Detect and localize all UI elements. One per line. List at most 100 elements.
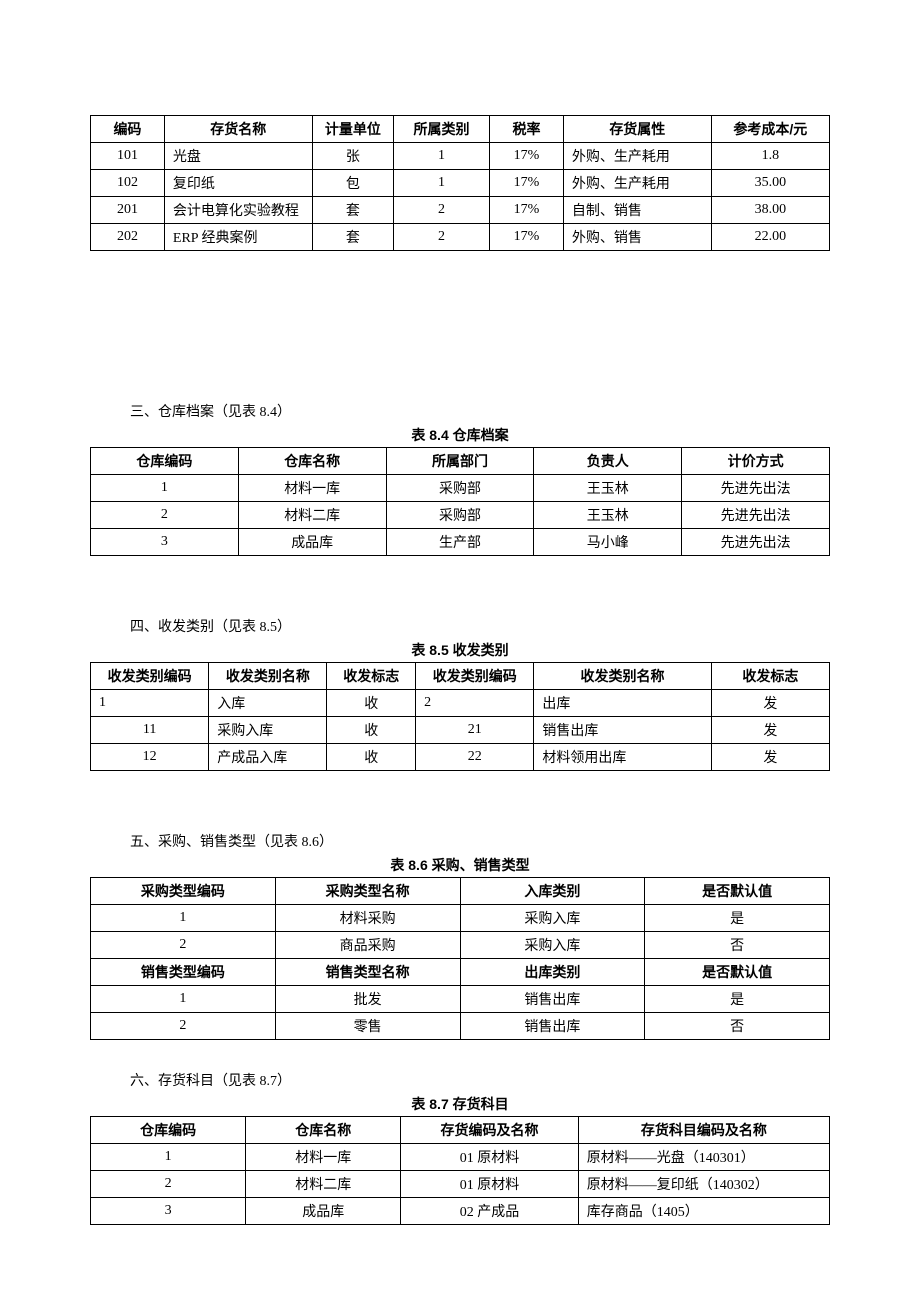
table-cell: 张 <box>312 143 393 170</box>
table-cell: 马小峰 <box>534 529 682 556</box>
table-cell: 17% <box>490 224 564 251</box>
table-cell: 101 <box>91 143 165 170</box>
table-header-row: 编码存货名称计量单位所属类别税率存货属性参考成本/元 <box>91 116 830 143</box>
table-cell: 零售 <box>275 1013 460 1040</box>
table-cell: 采购部 <box>386 502 534 529</box>
section-heading-5: 五、采购、销售类型（见表 8.6） <box>130 831 830 851</box>
table-header-cell: 销售类型编码 <box>91 959 276 986</box>
table-cell: 销售出库 <box>460 1013 645 1040</box>
table-row: 2商品采购采购入库否 <box>91 932 830 959</box>
table-cell: 材料一库 <box>238 475 386 502</box>
table-row: 1材料一库采购部王玉林先进先出法 <box>91 475 830 502</box>
warehouse-table: 仓库编码仓库名称所属部门负责人计价方式 1材料一库采购部王玉林先进先出法2材料二… <box>90 447 830 556</box>
table-cell: 35.00 <box>711 170 829 197</box>
table-cell: 套 <box>312 197 393 224</box>
table-caption-8-7: 表 8.7 存货科目 <box>90 1094 830 1114</box>
table-cell: 2 <box>91 502 239 529</box>
table-cell: 发 <box>711 744 829 771</box>
table-cell: 材料二库 <box>246 1171 401 1198</box>
table-header-cell: 负责人 <box>534 448 682 475</box>
table-cell: 2 <box>393 197 489 224</box>
table-cell: 02 产成品 <box>401 1198 578 1225</box>
table-header-cell: 存货名称 <box>164 116 312 143</box>
table-header-cell: 计价方式 <box>682 448 830 475</box>
table-cell: 光盘 <box>164 143 312 170</box>
table-header-cell: 仓库编码 <box>91 1117 246 1144</box>
table-cell: 22.00 <box>711 224 829 251</box>
table-header-cell: 出库类别 <box>460 959 645 986</box>
table-cell: 2 <box>416 690 534 717</box>
table-header-cell: 仓库编码 <box>91 448 239 475</box>
table-header-cell: 计量单位 <box>312 116 393 143</box>
table-cell: 生产部 <box>386 529 534 556</box>
table-cell: 发 <box>711 690 829 717</box>
table-cell: 2 <box>393 224 489 251</box>
table-row: 201会计电算化实验教程套217%自制、销售38.00 <box>91 197 830 224</box>
table-row: 1批发销售出库是 <box>91 986 830 1013</box>
table-header-cell: 是否默认值 <box>645 878 830 905</box>
table-cell: 复印纸 <box>164 170 312 197</box>
table-row: 3成品库生产部马小峰先进先出法 <box>91 529 830 556</box>
table-cell: 商品采购 <box>275 932 460 959</box>
table-cell: 01 原材料 <box>401 1144 578 1171</box>
table-cell: 先进先出法 <box>682 529 830 556</box>
table-header-cell: 采购类型名称 <box>275 878 460 905</box>
table-cell: 销售出库 <box>460 986 645 1013</box>
table-cell: 采购入库 <box>460 932 645 959</box>
table-cell: 21 <box>416 717 534 744</box>
table-cell: 成品库 <box>238 529 386 556</box>
table-cell: 102 <box>91 170 165 197</box>
table-header-cell: 是否默认值 <box>645 959 830 986</box>
table-cell: 入库 <box>209 690 327 717</box>
table-cell: 202 <box>91 224 165 251</box>
table-cell: 1 <box>91 690 209 717</box>
table-cell: 1 <box>91 905 276 932</box>
table-cell: 是 <box>645 905 830 932</box>
table-cell: 是 <box>645 986 830 1013</box>
table-cell: 批发 <box>275 986 460 1013</box>
table-cell: 2 <box>91 1013 276 1040</box>
table-cell: 3 <box>91 1198 246 1225</box>
table-cell: 产成品入库 <box>209 744 327 771</box>
table-cell: 否 <box>645 932 830 959</box>
table-header-cell: 存货属性 <box>563 116 711 143</box>
table-cell: 收 <box>327 744 416 771</box>
table-header-row: 仓库编码仓库名称存货编码及名称存货科目编码及名称 <box>91 1117 830 1144</box>
table-row: 1材料一库01 原材料原材料——光盘（140301） <box>91 1144 830 1171</box>
table-cell: 采购部 <box>386 475 534 502</box>
table-cell: 出库 <box>534 690 711 717</box>
table-header-cell: 入库类别 <box>460 878 645 905</box>
table-cell: 17% <box>490 197 564 224</box>
table-header-cell: 收发类别编码 <box>91 663 209 690</box>
table-header-row: 销售类型编码销售类型名称出库类别是否默认值 <box>91 959 830 986</box>
table-row: 2材料二库采购部王玉林先进先出法 <box>91 502 830 529</box>
table-row: 202ERP 经典案例套217%外购、销售22.00 <box>91 224 830 251</box>
table-header-row: 采购类型编码采购类型名称入库类别是否默认值 <box>91 878 830 905</box>
table-cell: 材料采购 <box>275 905 460 932</box>
table-cell: 采购入库 <box>460 905 645 932</box>
table-cell: 01 原材料 <box>401 1171 578 1198</box>
table-header-cell: 存货科目编码及名称 <box>578 1117 829 1144</box>
table-header-cell: 所属类别 <box>393 116 489 143</box>
table-header-cell: 收发标志 <box>327 663 416 690</box>
table-header-cell: 仓库名称 <box>246 1117 401 1144</box>
table-cell: 外购、生产耗用 <box>563 143 711 170</box>
table-cell: 3 <box>91 529 239 556</box>
section-heading-4: 四、收发类别（见表 8.5） <box>130 616 830 636</box>
table-cell: 1 <box>91 1144 246 1171</box>
table-cell: 先进先出法 <box>682 475 830 502</box>
table-caption-8-5: 表 8.5 收发类别 <box>90 640 830 660</box>
table-cell: 否 <box>645 1013 830 1040</box>
table-row: 3成品库02 产成品库存商品（1405） <box>91 1198 830 1225</box>
table-header-cell: 所属部门 <box>386 448 534 475</box>
table-caption-8-6: 表 8.6 采购、销售类型 <box>90 855 830 875</box>
table-cell: 销售出库 <box>534 717 711 744</box>
table-cell: 会计电算化实验教程 <box>164 197 312 224</box>
table-cell: 材料一库 <box>246 1144 401 1171</box>
table-row: 1材料采购采购入库是 <box>91 905 830 932</box>
table-cell: 收 <box>327 690 416 717</box>
table-row: 101光盘张117%外购、生产耗用1.8 <box>91 143 830 170</box>
purchase-sale-type-table: 采购类型编码采购类型名称入库类别是否默认值 1材料采购采购入库是2商品采购采购入… <box>90 877 830 1040</box>
section-heading-6: 六、存货科目（见表 8.7） <box>130 1070 830 1090</box>
table-cell: 2 <box>91 932 276 959</box>
